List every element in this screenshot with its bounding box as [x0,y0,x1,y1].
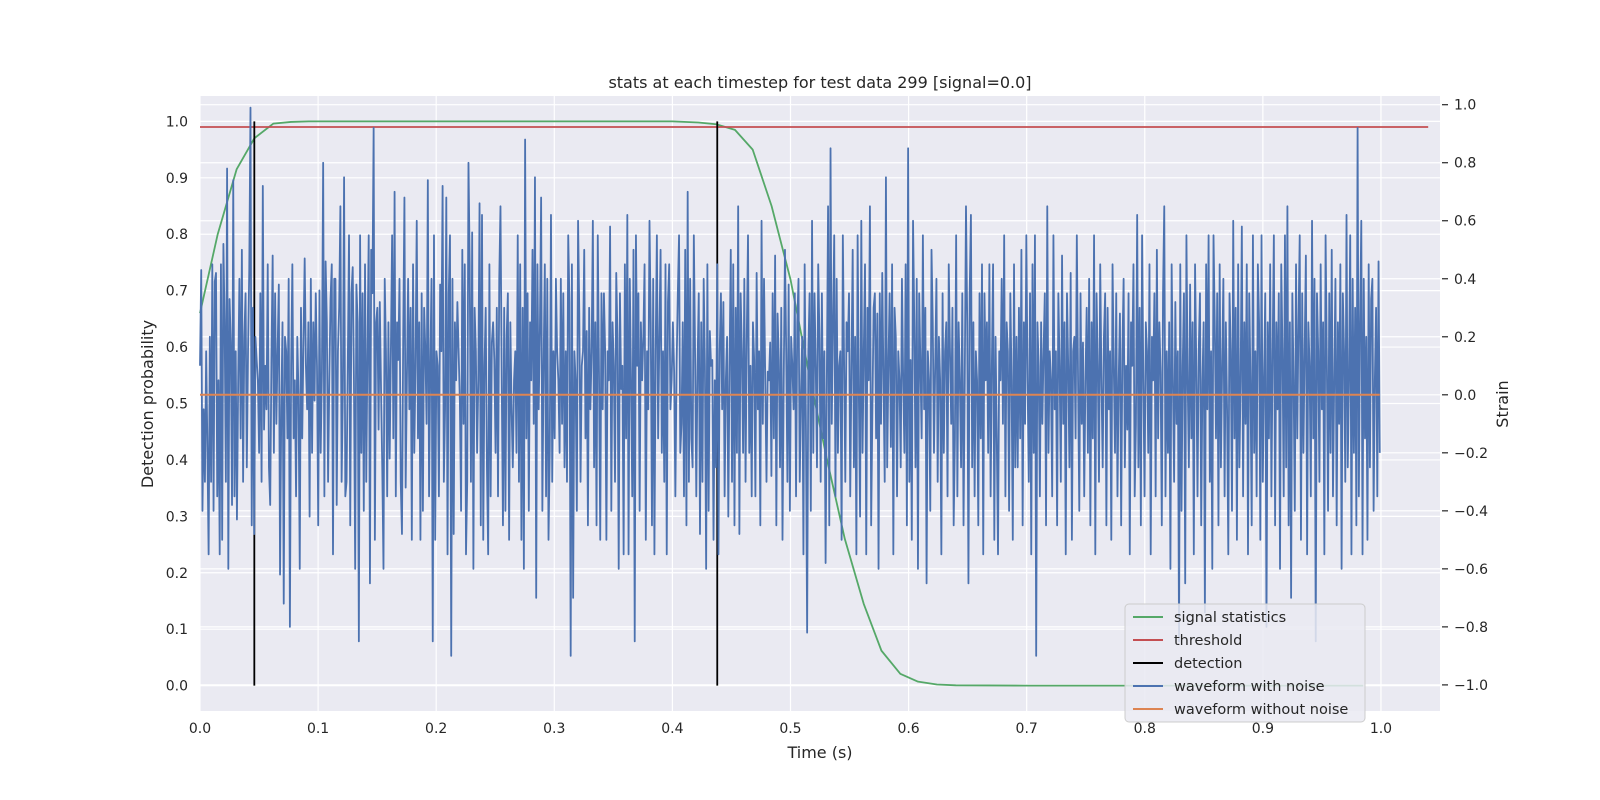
y-tick-label: 0.9 [166,171,188,187]
x-tick-label: 0.8 [1134,721,1156,737]
x-tick-label: 0.6 [897,721,919,737]
y2-tick-label: 1.0 [1454,98,1476,114]
x-tick-label: 0.4 [661,721,683,737]
y2-tick-label: 0.6 [1454,214,1476,230]
y-tick-label: 0.5 [166,397,188,413]
x-axis-label: Time (s) [786,743,852,762]
x-tick-label: 1.0 [1370,721,1392,737]
y-tick-label: 0.8 [166,227,188,243]
plot-content [199,106,1429,687]
legend-entry: threshold [1174,633,1242,649]
signal-statistics-line [199,120,1364,687]
chart-title: stats at each timestep for test data 299… [608,73,1031,92]
y-tick-label: 0.7 [166,284,188,300]
legend: signal statistics threshold detection wavef… [1124,603,1366,723]
y-tick-label: 0.6 [166,340,188,356]
y-axis-label: Detection probability [138,320,157,488]
legend-entry: signal statistics [1174,610,1286,626]
x-tick-label: 0.2 [425,721,447,737]
x-tick-label: 0.5 [779,721,801,737]
y-tick-label: 0.4 [166,453,188,469]
legend-entry: waveform with noise [1174,679,1325,695]
x-tick-label: 0.9 [1252,721,1274,737]
ticks: 0.0 0.1 0.2 0.3 0.4 0.5 0.6 0.7 0.8 0.9 1.0 0.0 0.1 0… [166,98,1488,737]
y2-tick-label: 0.8 [1454,156,1476,172]
x-tick-label: 0.3 [543,721,565,737]
legend-entry: waveform without noise [1174,702,1348,718]
y2-tick-label: −0.8 [1454,620,1488,636]
y2-tick-label: −0.2 [1454,446,1488,462]
x-tick-label: 0.0 [189,721,211,737]
y2-tick-label: 0.0 [1454,388,1476,404]
y-tick-label: 1.0 [166,114,188,130]
y2-axis-label: Strain [1493,380,1512,427]
y2-tick-label: −1.0 [1454,678,1488,694]
y2-tick-label: 0.4 [1454,272,1476,288]
y-tick-label: 0.1 [166,622,188,638]
y-tick-label: 0.0 [166,679,188,695]
x-tick-label: 0.1 [307,721,329,737]
y2-tick-label: −0.6 [1454,562,1488,578]
y2-tick-label: 0.2 [1454,330,1476,346]
x-tick-label: 0.7 [1016,721,1038,737]
y-tick-label: 0.2 [166,566,188,582]
legend-box [1124,603,1366,723]
y2-tick-label: −0.4 [1454,504,1488,520]
waveform-with-noise-line [199,106,1381,657]
y-tick-label: 0.3 [166,509,188,525]
legend-entry: detection [1174,656,1242,672]
